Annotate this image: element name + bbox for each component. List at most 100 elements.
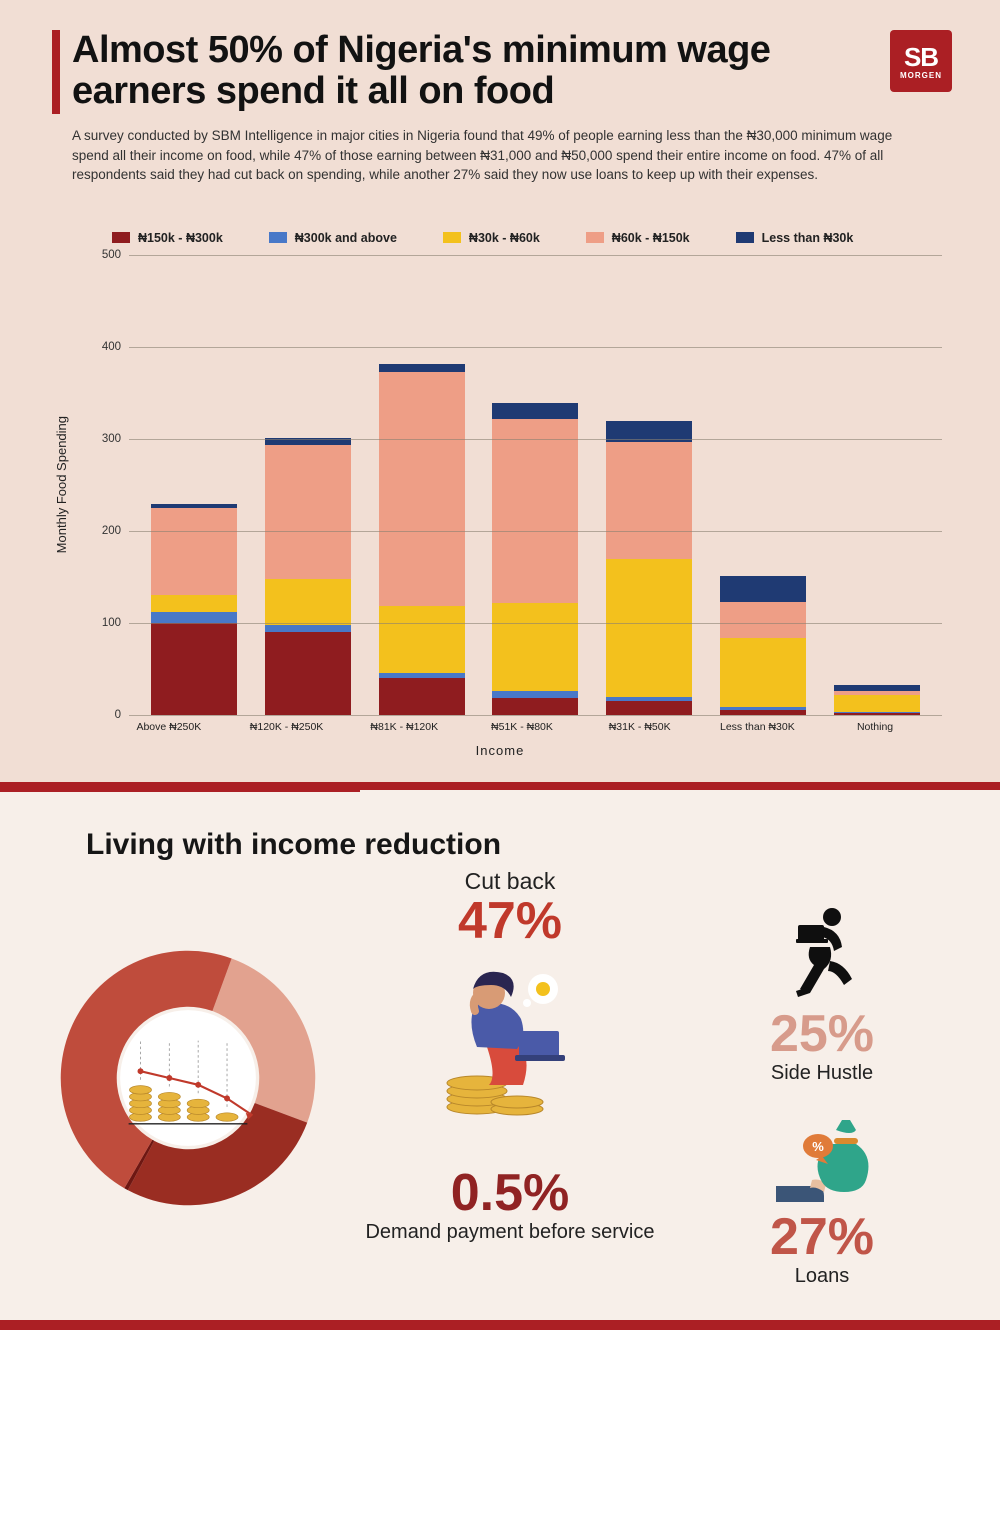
infographic-page: Almost 50% of Nigeria's minimum wage ear…: [0, 0, 1000, 1330]
stat-label: Demand payment before service: [336, 1221, 684, 1244]
x-tick-label: ₦81K - ₦120K: [361, 721, 447, 733]
bar-segment: [379, 678, 465, 715]
donut-chart: [48, 913, 328, 1243]
donut-svg: [48, 913, 328, 1243]
x-tick-label: ₦31K - ₦50K: [597, 721, 683, 733]
logo-top-text: SB: [904, 42, 938, 73]
bar-segment: [379, 372, 465, 607]
section-divider: [0, 782, 1000, 810]
legend-label: ₦300k and above: [295, 231, 397, 245]
stat-label: Cut back: [336, 868, 684, 895]
stat-side-hustle: 25% Side Hustle: [692, 903, 952, 1085]
bottom-section: Living with income reduction Cut back 47…: [0, 810, 1000, 1330]
legend-swatch: [586, 232, 604, 243]
y-tick-label: 300: [81, 433, 121, 445]
svg-text:%: %: [812, 1139, 824, 1154]
x-axis-labels: Above ₦250K ₦120K - ₦250K ₦81K - ₦120K ₦51K…: [102, 715, 942, 733]
stat-loans: % 27% Loans: [692, 1124, 952, 1288]
bar-column: [379, 364, 465, 715]
stats-grid: Cut back 47%: [48, 868, 952, 1288]
stat-demand-payment: 0.5% Demand payment before service: [336, 1167, 684, 1244]
legend-swatch: [443, 232, 461, 243]
stat-value: 47%: [336, 895, 684, 947]
bar-chart: Monthly Food Spending 0100200300400500: [48, 255, 952, 715]
legend-label: ₦150k - ₦300k: [138, 231, 223, 245]
stat-value: 0.5%: [336, 1167, 684, 1219]
description-paragraph: A survey conducted by SBM Intelligence i…: [48, 126, 952, 185]
legend-label: ₦30k - ₦60k: [469, 231, 540, 245]
bar-column: [492, 403, 578, 715]
stat-value: 27%: [692, 1211, 952, 1263]
y-tick-label: 400: [81, 341, 121, 353]
bar-segment: [379, 606, 465, 673]
grid-line: [129, 439, 942, 440]
top-section: Almost 50% of Nigeria's minimum wage ear…: [0, 0, 1000, 782]
legend-item: ₦150k - ₦300k: [112, 231, 223, 245]
legend-swatch: [269, 232, 287, 243]
grid-line: [129, 347, 942, 348]
legend-item: ₦300k and above: [269, 231, 397, 245]
bar-segment: [492, 603, 578, 690]
bar-segment: [265, 625, 351, 632]
legend-item: ₦60k - ₦150k: [586, 231, 690, 245]
x-axis-title: Income: [48, 743, 952, 758]
y-tick-label: 200: [81, 525, 121, 537]
stat-label: Loans: [692, 1265, 952, 1288]
running-laptop-icon: [774, 903, 870, 999]
page-title: Almost 50% of Nigeria's minimum wage ear…: [72, 30, 890, 112]
x-tick-label: ₦51K - ₦80K: [479, 721, 565, 733]
logo-bottom-text: MORGEN: [900, 71, 942, 80]
chart-plot-area: 0100200300400500: [81, 255, 942, 715]
grid-line: [129, 715, 942, 716]
bar-segment: [151, 612, 237, 623]
bar-column: [265, 438, 351, 715]
y-tick-label: 100: [81, 617, 121, 629]
bar-segment: [492, 698, 578, 715]
x-tick-label: Less than ₦30K: [714, 721, 800, 733]
x-tick-label: Nothing: [832, 721, 918, 733]
bar-segment: [151, 595, 237, 612]
legend-item: Less than ₦30k: [736, 231, 854, 245]
bar-segment: [151, 508, 237, 595]
brand-logo: SB MORGEN: [890, 30, 952, 92]
accent-bar: [52, 30, 60, 114]
bar-segment: [606, 559, 692, 697]
chart-legend: ₦150k - ₦300k ₦300k and above ₦30k - ₦60k ₦…: [112, 231, 952, 245]
bar-segment: [379, 364, 465, 371]
grid-line: [129, 531, 942, 532]
legend-item: ₦30k - ₦60k: [443, 231, 540, 245]
bar-segment: [720, 638, 806, 707]
y-tick-label: 500: [81, 249, 121, 261]
stat-value: 25%: [692, 1008, 952, 1060]
money-bag-hand-icon: %: [772, 1116, 872, 1206]
x-tick-label: Above ₦250K: [126, 721, 212, 733]
bar-segment: [265, 445, 351, 578]
y-axis-label: Monthly Food Spending: [48, 416, 75, 553]
grid-line: [129, 255, 942, 256]
bar-column: [834, 685, 920, 714]
bar-segment: [265, 632, 351, 715]
header-row: Almost 50% of Nigeria's minimum wage ear…: [48, 30, 952, 112]
title-block: Almost 50% of Nigeria's minimum wage ear…: [48, 30, 890, 112]
grid-line: [129, 623, 942, 624]
bar-segment: [606, 442, 692, 560]
bar-segment: [492, 403, 578, 420]
legend-swatch: [112, 232, 130, 243]
legend-label: Less than ₦30k: [762, 231, 854, 245]
stat-label-text: Demand payment before service: [365, 1221, 654, 1243]
bar-segment: [492, 419, 578, 603]
bars-area: [129, 255, 942, 715]
bar-segment: [720, 576, 806, 602]
bar-segment: [151, 623, 237, 715]
bar-column: [720, 576, 806, 715]
bar-segment: [492, 691, 578, 698]
bar-segment: [720, 602, 806, 639]
stat-label: Side Hustle: [692, 1062, 952, 1085]
bar-column: [151, 504, 237, 715]
bar-segment: [265, 579, 351, 625]
bar-column: [606, 421, 692, 714]
legend-swatch: [736, 232, 754, 243]
x-tick-label: ₦120K - ₦250K: [244, 721, 330, 733]
person-laptop-icon: [425, 949, 595, 1119]
bar-segment: [606, 701, 692, 715]
